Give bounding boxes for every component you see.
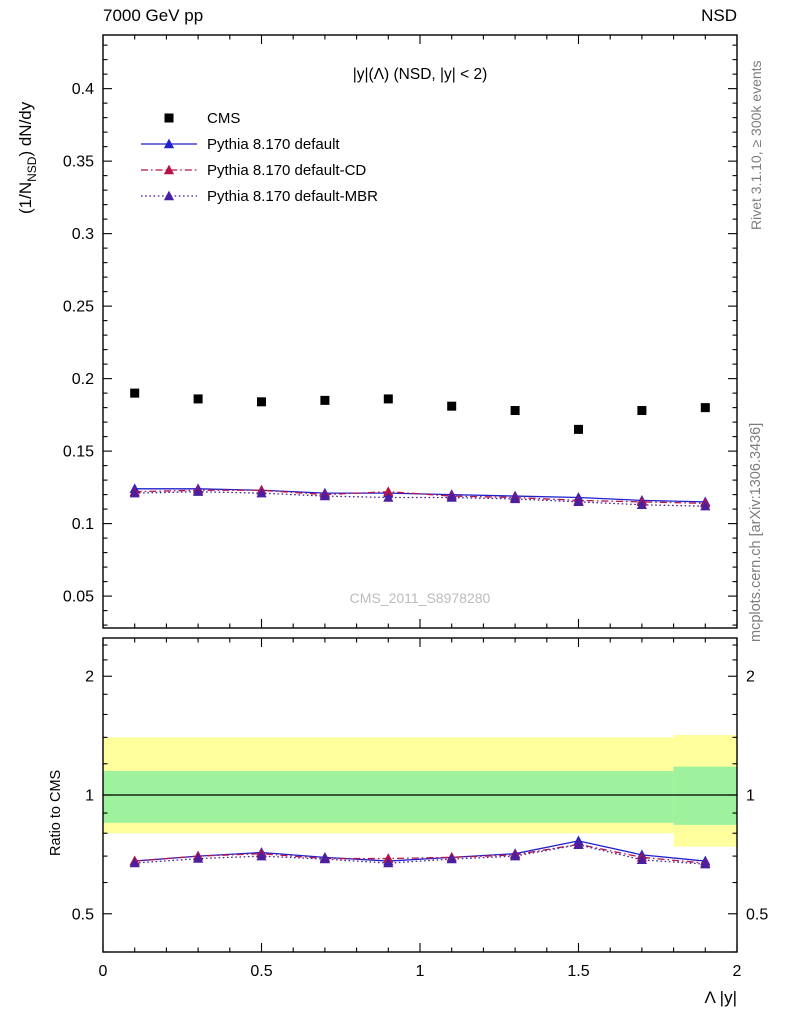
svg-text:0.1: 0.1 — [72, 516, 94, 533]
triangle-marker — [319, 853, 330, 864]
band_green-band-segment — [673, 766, 737, 825]
triangle-marker — [193, 486, 204, 496]
series-ratio-pythia-8-170-default-cd — [129, 838, 711, 868]
svg-text:2: 2 — [85, 669, 94, 686]
svg-text:0.25: 0.25 — [63, 299, 94, 316]
svg-text:0.5: 0.5 — [72, 906, 94, 923]
svg-text:CMS: CMS — [207, 110, 240, 127]
triangle-marker — [193, 853, 204, 863]
ratio-uncertainty-bands — [103, 734, 737, 847]
header-event-class: NSD — [701, 6, 737, 25]
triangle-marker — [383, 492, 394, 502]
rivet-version-text: Rivet 3.1.10, ≥ 300k events — [748, 60, 764, 230]
ylabel-prefix: (1/N — [16, 181, 35, 214]
svg-text:1.5: 1.5 — [567, 963, 589, 980]
svg-text:1: 1 — [746, 788, 755, 805]
band_green-band-segment — [103, 771, 674, 823]
svg-text:0.05: 0.05 — [63, 589, 94, 606]
svg-text:0: 0 — [99, 963, 108, 980]
square-marker — [130, 388, 140, 398]
square-marker — [164, 113, 174, 123]
triangle-marker — [700, 500, 711, 511]
triangle-marker — [163, 164, 175, 175]
triangle-marker — [446, 492, 457, 502]
square-marker — [637, 406, 647, 416]
svg-text:2: 2 — [733, 963, 742, 980]
svg-text:Pythia 8.170 default: Pythia 8.170 default — [207, 136, 340, 153]
main-panel-frame — [102, 34, 738, 629]
triangle-marker — [163, 138, 175, 149]
mcplots-reference-text: mcplots.cern.ch [arXiv:1306.3436] — [748, 422, 764, 642]
svg-text:0.5: 0.5 — [250, 963, 272, 980]
triangle-marker — [573, 839, 584, 849]
square-marker — [447, 401, 457, 411]
svg-text:0.15: 0.15 — [63, 444, 94, 461]
triangle-marker — [383, 857, 394, 868]
plot-title: |y|(Λ) (NSD, |y| < 2) — [352, 66, 488, 83]
series-main-cms — [130, 388, 710, 434]
square-marker — [383, 394, 393, 404]
svg-text:Pythia 8.170 default-MBR: Pythia 8.170 default-MBR — [207, 188, 378, 205]
triangle-marker — [163, 190, 175, 201]
series-main-pythia-8-170-default-mbr — [129, 486, 711, 511]
square-marker — [700, 403, 710, 413]
ratio-panel-frame — [102, 637, 738, 953]
square-marker — [320, 395, 330, 405]
triangle-marker — [510, 850, 521, 861]
triangle-marker — [256, 850, 267, 861]
triangle-marker — [636, 854, 647, 865]
svg-text:0.4: 0.4 — [72, 81, 94, 98]
legend: CMS Pythia 8.170 default Pythia 8.170 defa… — [141, 110, 378, 205]
svg-text:0.2: 0.2 — [72, 371, 94, 388]
triangle-marker — [256, 487, 267, 498]
triangle-marker — [319, 490, 330, 501]
svg-text:1: 1 — [416, 963, 425, 980]
analysis-id-watermark: CMS_2011_S8978280 — [349, 590, 491, 606]
triangle-marker — [573, 496, 584, 507]
svg-text:1: 1 — [85, 788, 94, 805]
svg-text:0.5: 0.5 — [746, 906, 768, 923]
series-main-pythia-8-170-default — [129, 483, 711, 507]
ratio-y-axis-label: Ratio to CMS — [48, 769, 64, 856]
triangle-marker — [446, 853, 457, 864]
svg-text:0.35: 0.35 — [63, 154, 94, 171]
triangle-marker — [383, 486, 394, 496]
tick-labels: 0.05 0.1 0.15 0.2 0.25 0.3 0.35 0.4 0.5 0.5 1 1 2 2 0 0… — [63, 81, 768, 980]
square-marker — [510, 406, 520, 416]
triangle-marker — [129, 857, 140, 868]
svg-text:2: 2 — [746, 669, 755, 686]
square-marker — [193, 394, 203, 404]
ylabel-suffix: ) dN/dy — [16, 101, 35, 157]
series-ratio-pythia-8-170-default-mbr — [129, 839, 711, 869]
square-marker — [574, 424, 583, 434]
svg-text:0.3: 0.3 — [72, 226, 94, 243]
square-marker — [257, 397, 266, 407]
series-main-pythia-8-170-default-cd — [129, 484, 711, 508]
triangle-marker — [700, 858, 711, 869]
triangle-marker — [636, 499, 647, 509]
triangle-marker — [510, 493, 521, 504]
main-y-axis-label: (1/NNSD) dN/dy — [16, 102, 39, 214]
x-axis-label: Λ |y| — [704, 988, 737, 1007]
triangle-marker — [129, 487, 140, 498]
svg-text:Pythia 8.170 default-CD: Pythia 8.170 default-CD — [207, 162, 366, 179]
ylabel-subscript: NSD — [25, 156, 39, 182]
header-beam-energy: 7000 GeV pp — [103, 6, 204, 25]
